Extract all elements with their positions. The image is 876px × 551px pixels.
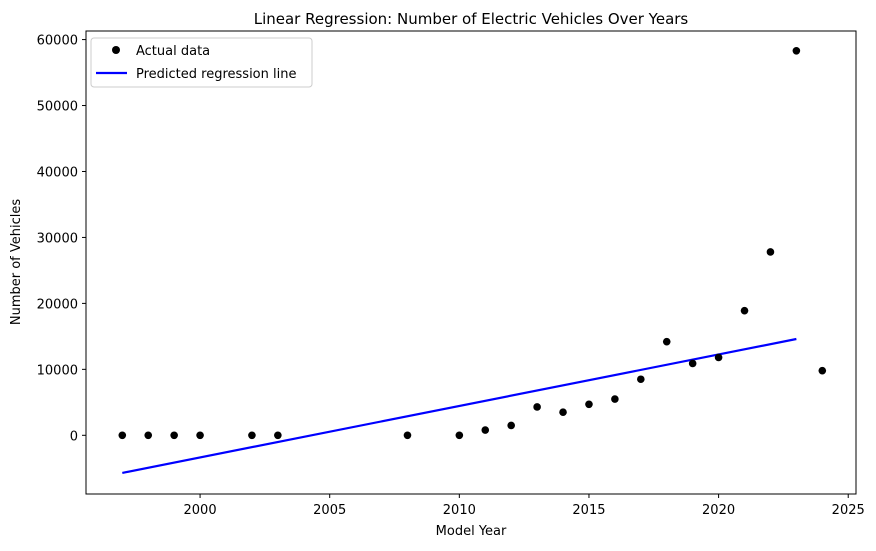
data-point-2008 <box>403 431 412 440</box>
legend: Actual data Predicted regression line <box>90 37 313 88</box>
x-tick-label: 2005 <box>313 503 346 518</box>
data-point-2017 <box>637 375 645 384</box>
data-point-2019 <box>688 359 697 368</box>
x-tick-label: 2000 <box>184 503 217 518</box>
legend-label-regression-line: Predicted regression line <box>136 67 296 82</box>
x-tick-label: 2025 <box>832 503 865 518</box>
data-point-2020 <box>714 353 723 362</box>
x-tick-label: 2010 <box>443 503 476 518</box>
y-tick-label: 0 <box>70 429 78 444</box>
data-point-2022 <box>766 248 775 256</box>
y-tick-label: 50000 <box>37 100 78 115</box>
data-point-2012 <box>507 421 515 430</box>
regression-line <box>122 337 797 474</box>
data-point-2024 <box>818 366 827 375</box>
data-point-2021 <box>740 306 749 315</box>
data-point-2018 <box>662 337 671 346</box>
data-point-2023 <box>792 46 801 55</box>
data-point-2010 <box>455 431 464 440</box>
chart-marks <box>118 46 827 474</box>
y-axis-title: Number of Vehicles <box>9 199 24 326</box>
x-tick-label: 2020 <box>702 503 735 518</box>
y-tick-label: 30000 <box>37 231 78 246</box>
y-axis-ticks: 0 10000 20000 30000 40000 50000 60000 <box>37 34 86 444</box>
y-tick-label: 60000 <box>37 34 78 49</box>
data-point-1997 <box>118 431 127 440</box>
data-point-2011 <box>481 426 490 434</box>
data-point-2013 <box>533 403 541 411</box>
data-point-2002 <box>248 431 256 440</box>
legend-box <box>90 37 313 88</box>
data-point-1999 <box>170 431 178 440</box>
data-point-2015 <box>585 400 593 409</box>
y-tick-label: 40000 <box>37 165 78 180</box>
y-tick-label: 10000 <box>37 363 78 378</box>
data-point-2000 <box>196 431 204 440</box>
legend-label-actual-data: Actual data <box>136 44 210 59</box>
data-point-2014 <box>559 408 567 417</box>
data-point-2016 <box>611 395 619 403</box>
legend-marker-actual-data <box>112 46 120 54</box>
x-axis-ticks: 2000 2005 2010 2015 2020 2025 <box>184 494 865 518</box>
y-tick-label: 20000 <box>37 297 78 312</box>
data-point-2003 <box>274 431 282 440</box>
chart-title: Linear Regression: Number of Electric Ve… <box>254 10 689 28</box>
plot-area-frame <box>85 30 857 495</box>
data-point-1998 <box>144 431 153 440</box>
x-tick-label: 2015 <box>572 503 605 518</box>
x-axis-title: Model Year <box>436 524 507 539</box>
